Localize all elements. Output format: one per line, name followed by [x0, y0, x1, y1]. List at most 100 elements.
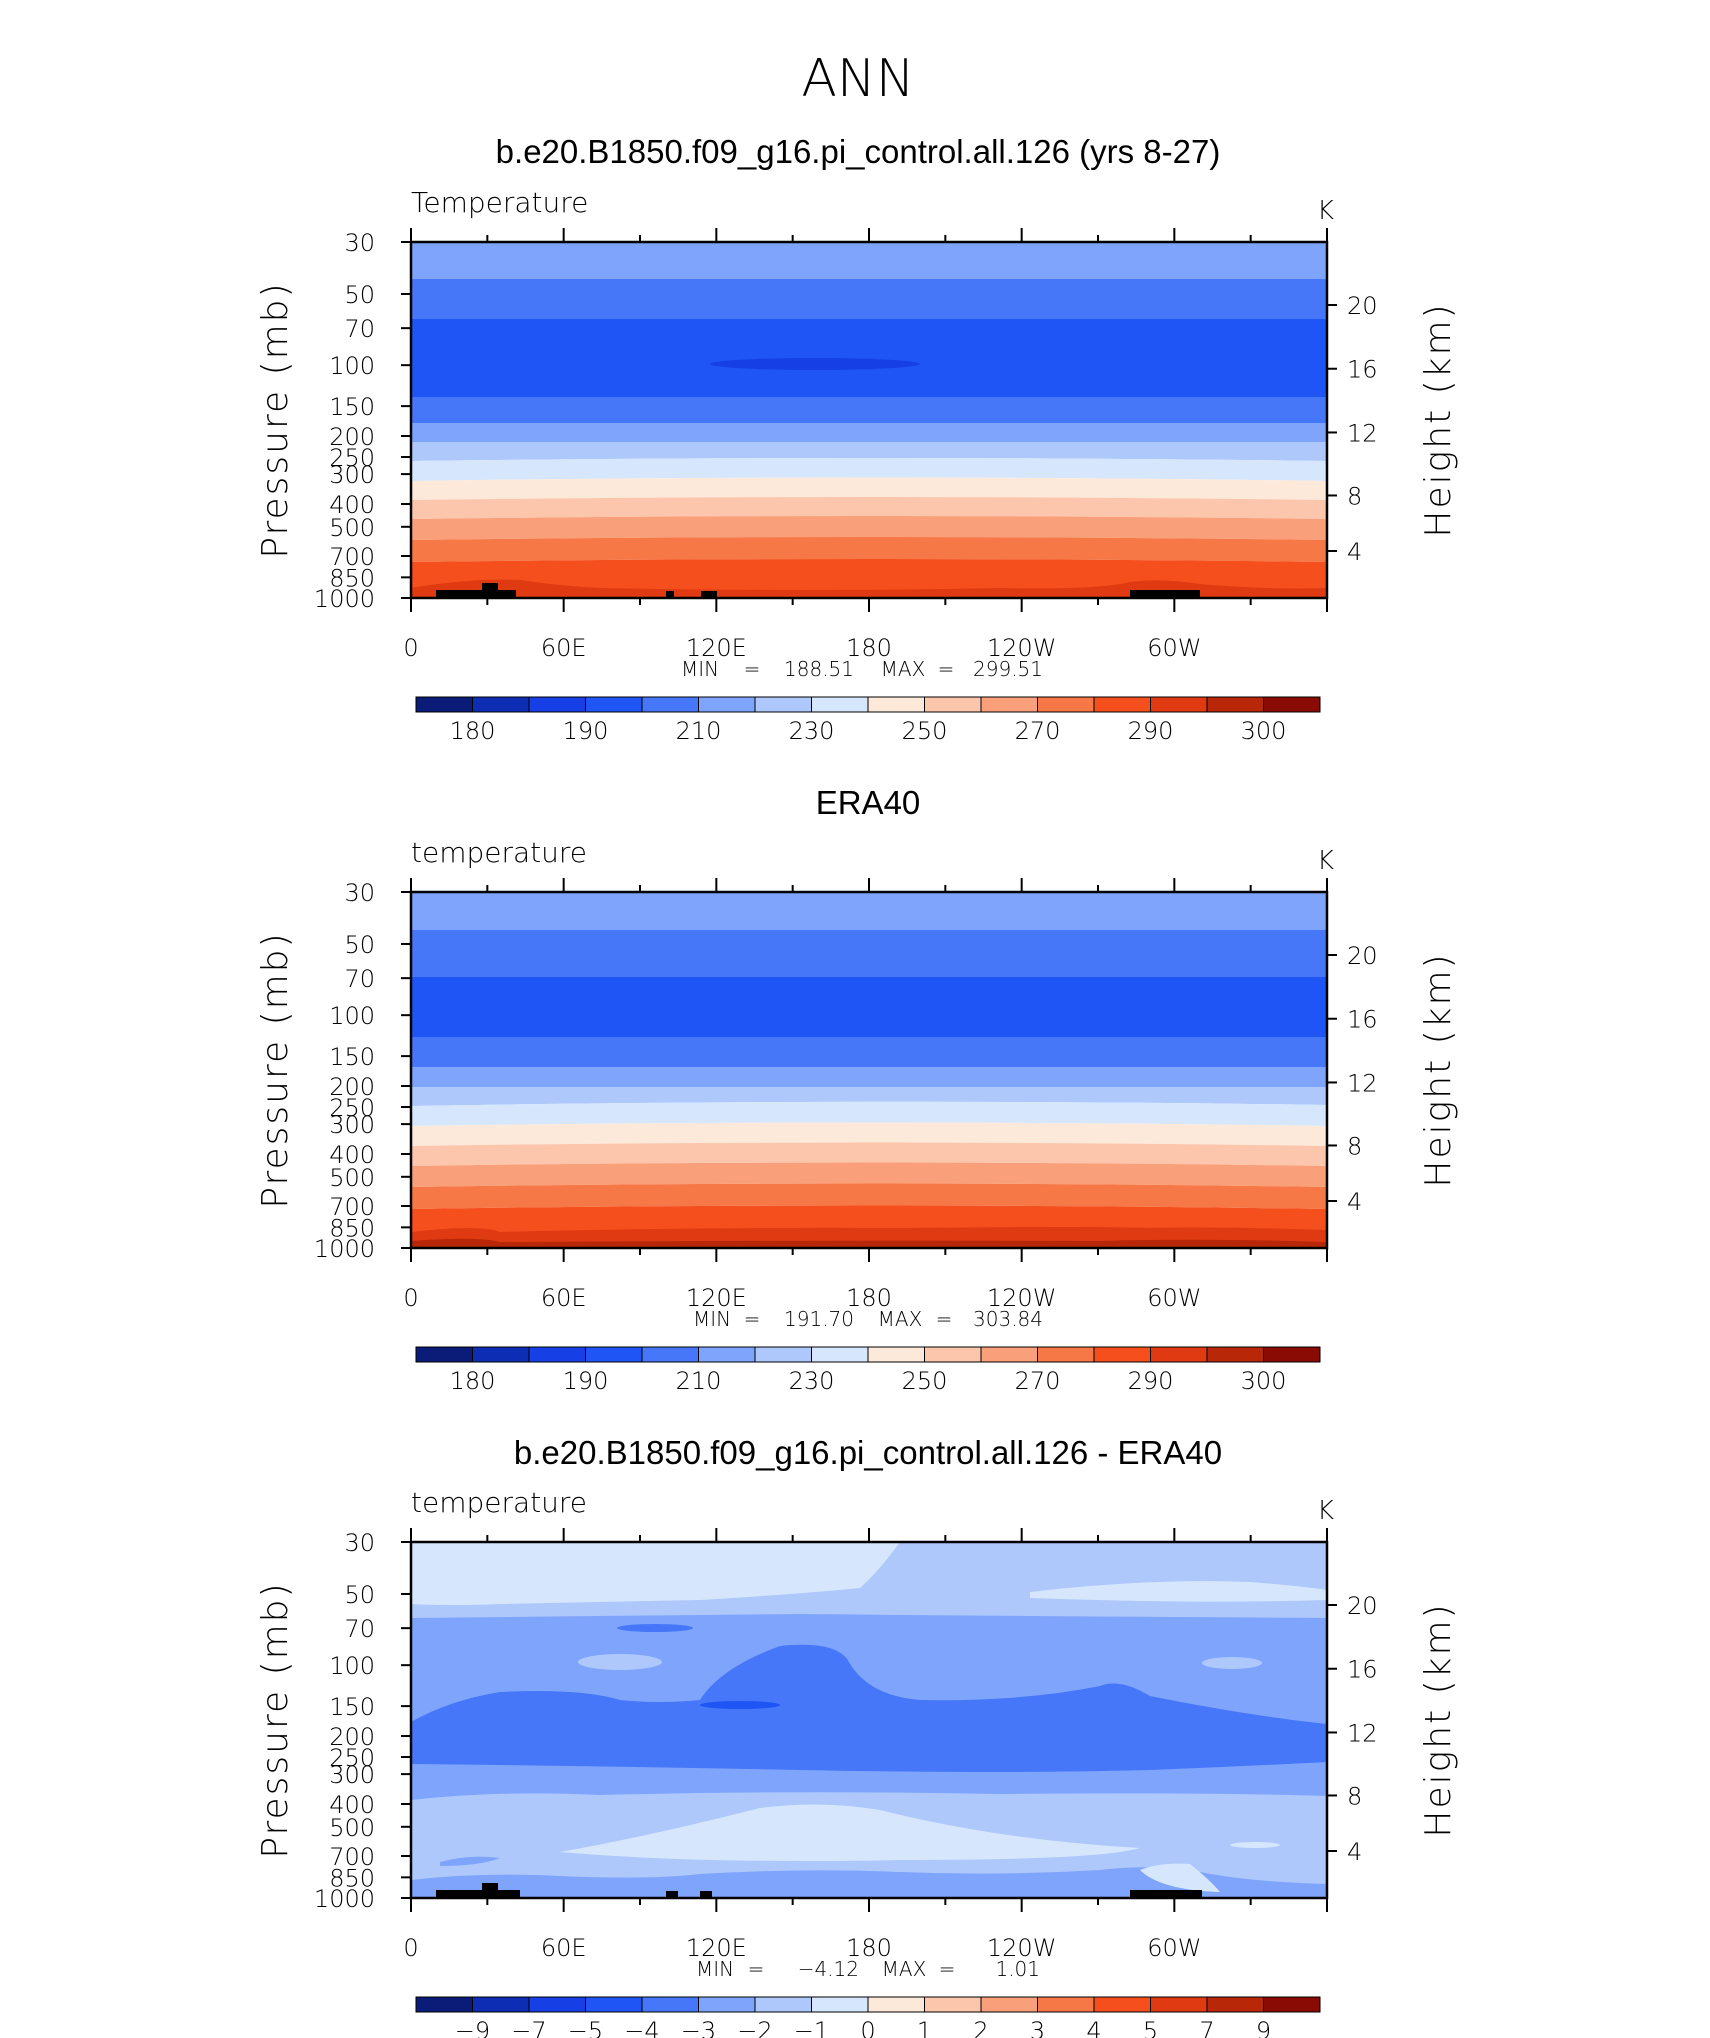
y-axis-title: Pressure (mb) [255, 281, 296, 558]
panel-2-max-value: 303.84 [973, 1307, 1043, 1331]
p2-band-9 [411, 1142, 1327, 1166]
x-tick-label: 180 [846, 1934, 892, 1962]
y-right-tick-label: 4 [1347, 538, 1362, 566]
colorbar-box [641, 696, 699, 713]
p1-band-11 [411, 537, 1327, 562]
panel-3-max-value: 1.01 [995, 1957, 1040, 1981]
p1-topography-1 [436, 590, 516, 598]
colorbar-label: −7 [511, 2017, 546, 2038]
p3-lower-light-2 [1230, 1842, 1280, 1848]
colorbar-box [1263, 1996, 1321, 2013]
panel-2-min-label: MIN [693, 1307, 731, 1331]
p3-topography-3 [666, 1891, 678, 1898]
y-tick-label: 200 [329, 1723, 375, 1751]
y-tick-label: 400 [329, 1791, 375, 1819]
colorbar-label: 3 [1030, 2017, 1045, 2038]
x-tick-label: 60E [541, 634, 587, 662]
colorbar-label: 210 [676, 1367, 722, 1395]
p2-band-4 [411, 1037, 1327, 1067]
x-tick-label: 120W [987, 634, 1057, 662]
y-tick-label: 400 [329, 491, 375, 519]
y-right-axis-title: Height (km) [1418, 1602, 1459, 1837]
panel-3-max-eq: = [939, 1957, 956, 1981]
colorbar-label: 180 [450, 717, 496, 745]
y-tick-label: 150 [329, 1043, 375, 1071]
x-tick-label: 0 [403, 1284, 418, 1312]
colorbar-label: 290 [1128, 1367, 1174, 1395]
colorbar-label: −2 [737, 2017, 772, 2038]
colorbar-box [1150, 696, 1208, 713]
colorbar-box [1150, 1996, 1208, 2013]
y-tick-label: 850 [329, 1214, 375, 1242]
colorbar-box [1206, 1346, 1264, 1363]
y-tick-label: 70 [344, 965, 375, 993]
colorbar-label: 230 [789, 717, 835, 745]
colorbar-label: 4 [1086, 2017, 1101, 2038]
colorbar-label: 270 [1015, 717, 1061, 745]
y-right-tick-label: 16 [1347, 1656, 1378, 1684]
p3-bottom-band [411, 1867, 1327, 1898]
y-tick-label: 200 [329, 1073, 375, 1101]
panel-2-max-eq: = [936, 1307, 953, 1331]
p1-topography-5 [701, 591, 717, 598]
y-tick-label: 300 [329, 461, 375, 489]
panel-3-title: b.e20.B1850.f09_g16.pi_control.all.126 -… [514, 1434, 1222, 1471]
panel-3-min-label: MIN [696, 1957, 734, 1981]
y-tick-label: 50 [344, 931, 375, 959]
p3-dark-spot-2 [617, 1624, 693, 1632]
panel-3: b.e20.B1850.f09_g16.pi_control.all.126 -… [255, 1434, 1459, 2038]
colorbar-box [472, 696, 530, 713]
y-right-tick-label: 20 [1347, 942, 1378, 970]
colorbar-box [415, 1346, 473, 1363]
x-tick-label: 120W [987, 1934, 1057, 1962]
p3-lower-light [560, 1804, 1140, 1861]
p2-band-8 [411, 1122, 1327, 1146]
y-right-tick-label: 4 [1347, 1838, 1362, 1866]
colorbar-label: 7 [1199, 2017, 1214, 2038]
colorbar-box [415, 1996, 473, 2013]
colorbar-box [924, 1996, 982, 2013]
colorbar-box [1206, 696, 1264, 713]
x-tick-label: 180 [846, 1284, 892, 1312]
colorbar-label: 250 [902, 717, 948, 745]
panel-1-field [411, 242, 1327, 598]
x-tick-label: 60E [541, 1934, 587, 1962]
p1-band-8 [411, 477, 1327, 500]
panel-2-variable-label: temperature [411, 836, 587, 869]
colorbar-label: 290 [1128, 717, 1174, 745]
colorbar-box [1037, 1346, 1095, 1363]
y-right-tick-label: 8 [1347, 482, 1362, 510]
colorbar-box [980, 696, 1038, 713]
colorbar-box [980, 1996, 1038, 2013]
colorbar-box [1037, 696, 1095, 713]
panel-1-max-eq: = [938, 657, 955, 681]
y-tick-label: 50 [344, 281, 375, 309]
x-tick-label: 60W [1147, 1934, 1201, 1962]
colorbar-label: 1 [917, 2017, 932, 2038]
p2-band-6 [411, 1087, 1327, 1106]
p3-topography-1 [436, 1890, 520, 1898]
x-tick-label: 60E [541, 1284, 587, 1312]
colorbar-label: 9 [1256, 2017, 1271, 2038]
colorbar-label: 190 [563, 717, 609, 745]
colorbar-box [528, 1346, 586, 1363]
panel-3-min-value: −4.12 [798, 1957, 859, 1981]
panel-1: b.e20.B1850.f09_g16.pi_control.all.126 (… [255, 133, 1459, 745]
y-right-axis-title: Height (km) [1418, 952, 1459, 1187]
colorbar-box [585, 1996, 643, 2013]
y-tick-label: 500 [329, 1164, 375, 1192]
colorbar-box [1093, 1346, 1151, 1363]
colorbar-box [1206, 1996, 1264, 2013]
colorbar-label: −3 [681, 2017, 716, 2038]
y-tick-label: 850 [329, 1864, 375, 1892]
p2-band-1 [411, 892, 1327, 930]
y-right-tick-label: 20 [1347, 292, 1378, 320]
p3-bottom-spot-1 [440, 1856, 500, 1866]
colorbar-label: 300 [1241, 717, 1287, 745]
colorbar-box [1150, 1346, 1208, 1363]
colorbar-box [1263, 1346, 1321, 1363]
y-tick-label: 250 [329, 1094, 375, 1122]
